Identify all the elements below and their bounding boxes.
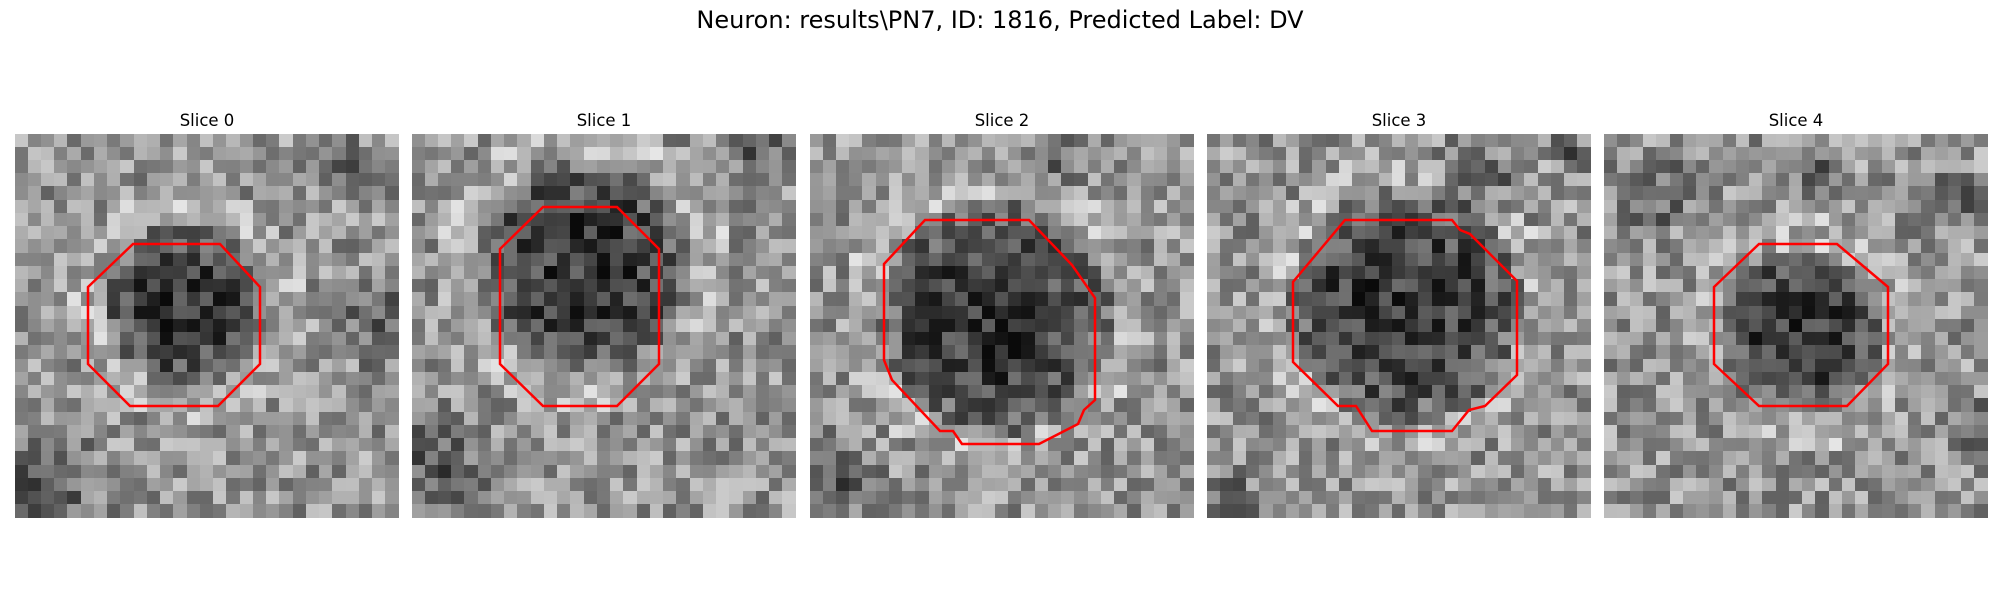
slice-title: Slice 1	[576, 111, 632, 130]
slice-panel: Slice 0	[15, 108, 399, 518]
roi-polygon	[1712, 242, 1890, 408]
slice-image	[412, 134, 796, 518]
roi-outline	[86, 242, 262, 408]
figure-title: Neuron: results\PN7, ID: 1816, Predicted…	[696, 6, 1304, 34]
slice-title: Slice 4	[1768, 111, 1824, 130]
slice-title: Slice 2	[974, 111, 1030, 130]
roi-polygon	[86, 242, 262, 408]
roi-outline	[498, 205, 661, 408]
roi-outline	[1712, 242, 1890, 408]
slice-title: Slice 0	[179, 111, 235, 130]
slice-image	[1604, 134, 1988, 518]
slice-image	[1207, 134, 1591, 518]
roi-polygon	[1291, 218, 1519, 433]
roi-outline	[1291, 218, 1519, 433]
slice-panel: Slice 2	[810, 108, 1194, 518]
slice-title: Slice 3	[1371, 111, 1427, 130]
slice-panel: Slice 4	[1604, 108, 1988, 518]
slice-panel: Slice 3	[1207, 108, 1591, 518]
slice-image	[15, 134, 399, 518]
slice-image	[810, 134, 1194, 518]
roi-outline	[882, 218, 1097, 446]
slice-panel: Slice 1	[412, 108, 796, 518]
roi-polygon	[498, 205, 661, 408]
roi-polygon	[882, 218, 1097, 446]
